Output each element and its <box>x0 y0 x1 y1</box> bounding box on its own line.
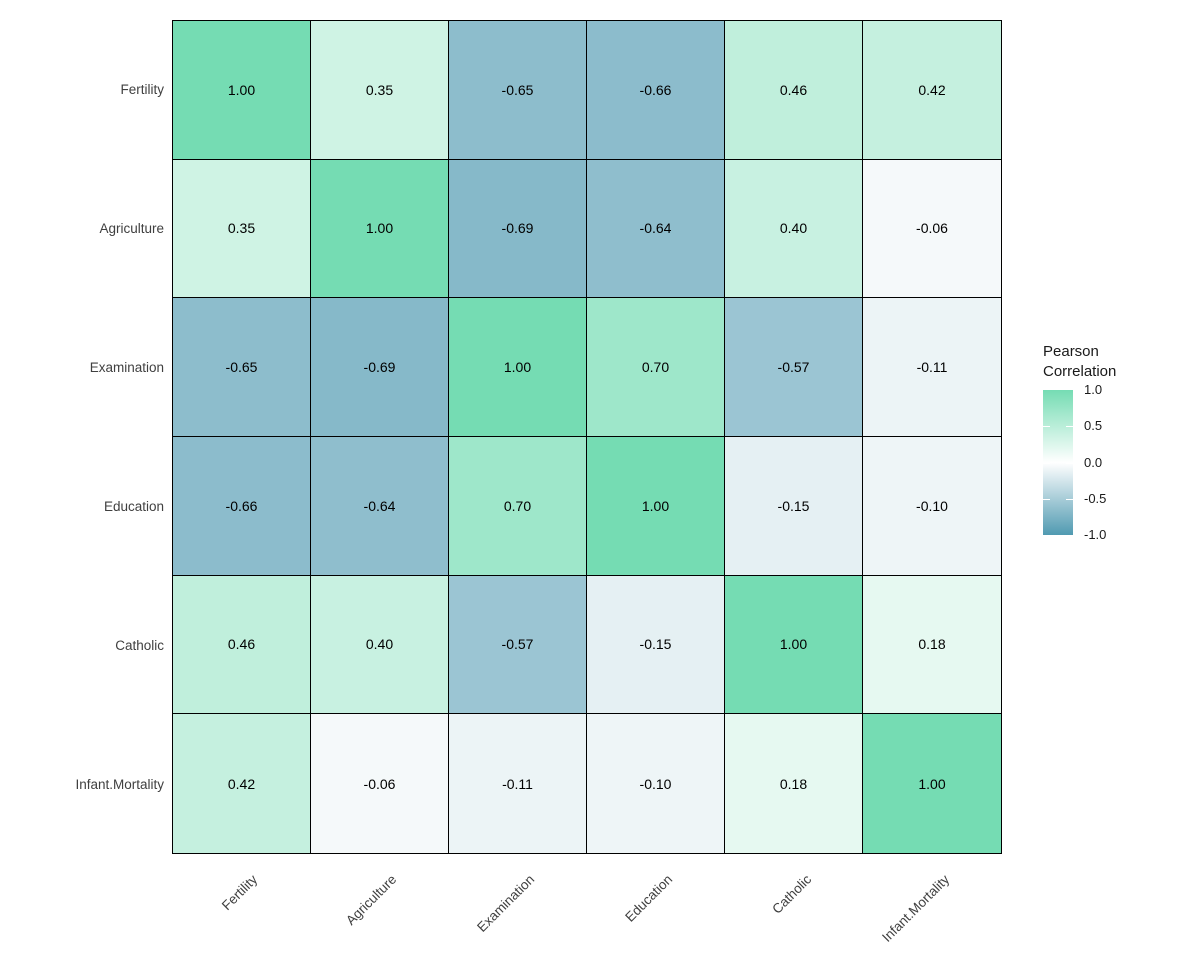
heatmap-cell-Catholic-Catholic: 1.00 <box>725 575 863 715</box>
heatmap-cell-Catholic-Fertility: 0.46 <box>173 575 311 715</box>
heatmap-cell-Fertility-Education: -0.66 <box>587 21 725 160</box>
heatmap-cell-Infant.Mortality-Infant.Mortality: 1.00 <box>863 714 1001 853</box>
x-axis-label-Examination: Examination <box>473 871 538 935</box>
legend: Pearson Correlation 1.0 0.5 0.0 -0.5 -1.0 <box>1040 340 1200 570</box>
legend-tick-label--1.0: -1.0 <box>1084 527 1107 542</box>
colorbar-tick-mark <box>1066 462 1073 464</box>
heatmap-cell-Agriculture-Infant.Mortality: -0.06 <box>863 159 1001 299</box>
colorbar-tick-mark <box>1066 426 1073 428</box>
heatmap-cell-Examination-Fertility: -0.65 <box>173 298 311 437</box>
heatmap-cell-Fertility-Examination: -0.65 <box>449 21 587 160</box>
heatmap-panel: 1.00 0.35 -0.65 -0.66 0.46 0.42 0.35 1.00 -0.69-… <box>172 20 1002 854</box>
heatmap-cell-Education-Education: 1.00 <box>587 437 725 576</box>
y-axis-label-Infant.Mortality: Infant.Mortality <box>75 776 164 792</box>
heatmap-cell-Infant.Mortality-Examination: -0.11 <box>449 714 587 853</box>
heatmap-cell-Fertility-Infant.Mortality: 0.42 <box>863 21 1001 160</box>
heatmap-cell-Agriculture-Catholic: 0.40 <box>725 159 863 299</box>
legend-tick-label-1.0: 1.0 <box>1084 382 1103 397</box>
colorbar-tick-mark <box>1043 462 1050 464</box>
heatmap-cell-Catholic-Education: -0.15 <box>587 575 725 715</box>
legend-title: Pearson Correlation <box>1043 343 1117 380</box>
heatmap-cell-Catholic-Infant.Mortality: 0.18 <box>863 575 1001 715</box>
legend-colorbar-gradient <box>1043 390 1073 535</box>
heatmap-cell-Fertility-Fertility: 1.00 <box>173 21 311 160</box>
heatmap-cell-Education-Catholic: -0.15 <box>725 437 863 576</box>
y-axis-label-Catholic: Catholic <box>115 637 164 653</box>
heatmap-cell-Infant.Mortality-Catholic: 0.18 <box>725 714 863 853</box>
y-axis-label-Fertility: Fertility <box>120 81 165 97</box>
x-axis-label-Fertility: Fertility <box>219 871 261 914</box>
heatmap-cell-Examination-Catholic: -0.57 <box>725 298 863 437</box>
colorbar-tick-mark <box>1043 498 1050 500</box>
heatmap-cell-Infant.Mortality-Education: -0.10 <box>587 714 725 853</box>
heatmap-cell-Agriculture-Agriculture: 1.00 <box>311 159 449 299</box>
heatmap-cell-Infant.Mortality-Agriculture: -0.06 <box>311 714 449 853</box>
y-axis-label-Agriculture: Agriculture <box>99 220 164 236</box>
heatmap-cell-Examination-Education: 0.70 <box>587 298 725 437</box>
legend-tick-label-0.5: 0.5 <box>1084 418 1103 434</box>
heatmap-cell-Education-Agriculture: -0.64 <box>311 437 449 576</box>
y-axis-label-Examination: Examination <box>89 359 164 375</box>
heatmap-cell-Agriculture-Fertility: 0.35 <box>173 159 311 299</box>
heatmap-cell-Agriculture-Education: -0.64 <box>587 159 725 299</box>
heatmap-cell-Examination-Agriculture: -0.69 <box>311 298 449 437</box>
x-axis-label-Infant.Mortality: Infant.Mortality <box>878 871 953 945</box>
heatmap-cell-Education-Fertility: -0.66 <box>173 437 311 576</box>
heatmap-cell-Education-Examination: 0.70 <box>449 437 587 576</box>
heatmap-cell-Catholic-Examination: -0.57 <box>449 575 587 715</box>
y-axis-label-Education: Education <box>103 498 164 514</box>
colorbar-tick-mark <box>1043 426 1050 428</box>
heatmap-cell-Catholic-Agriculture: 0.40 <box>311 575 449 715</box>
heatmap-cell-Infant.Mortality-Fertility: 0.42 <box>173 714 311 853</box>
heatmap-cell-Fertility-Agriculture: 0.35 <box>311 21 449 160</box>
x-axis-label-Catholic: Catholic <box>768 871 814 917</box>
heatmap-grid: 1.00 0.35 -0.65 -0.66 0.46 0.42 0.35 1.00 -0.69-… <box>173 21 1001 853</box>
x-axis-label-Agriculture: Agriculture <box>342 871 399 928</box>
x-axis-label-Education: Education <box>622 871 676 925</box>
heatmap-cell-Examination-Examination: 1.00 <box>449 298 587 437</box>
legend-tick-label-0.0: 0.0 <box>1084 454 1103 470</box>
legend-tick-label--0.5: -0.5 <box>1084 490 1107 506</box>
colorbar-tick-mark <box>1066 498 1073 500</box>
heatmap-cell-Agriculture-Examination: -0.69 <box>449 159 587 299</box>
heatmap-cell-Education-Infant.Mortality: -0.10 <box>863 437 1001 576</box>
heatmap-cell-Fertility-Catholic: 0.46 <box>725 21 863 160</box>
heatmap-cell-Examination-Infant.Mortality: -0.11 <box>863 298 1001 437</box>
